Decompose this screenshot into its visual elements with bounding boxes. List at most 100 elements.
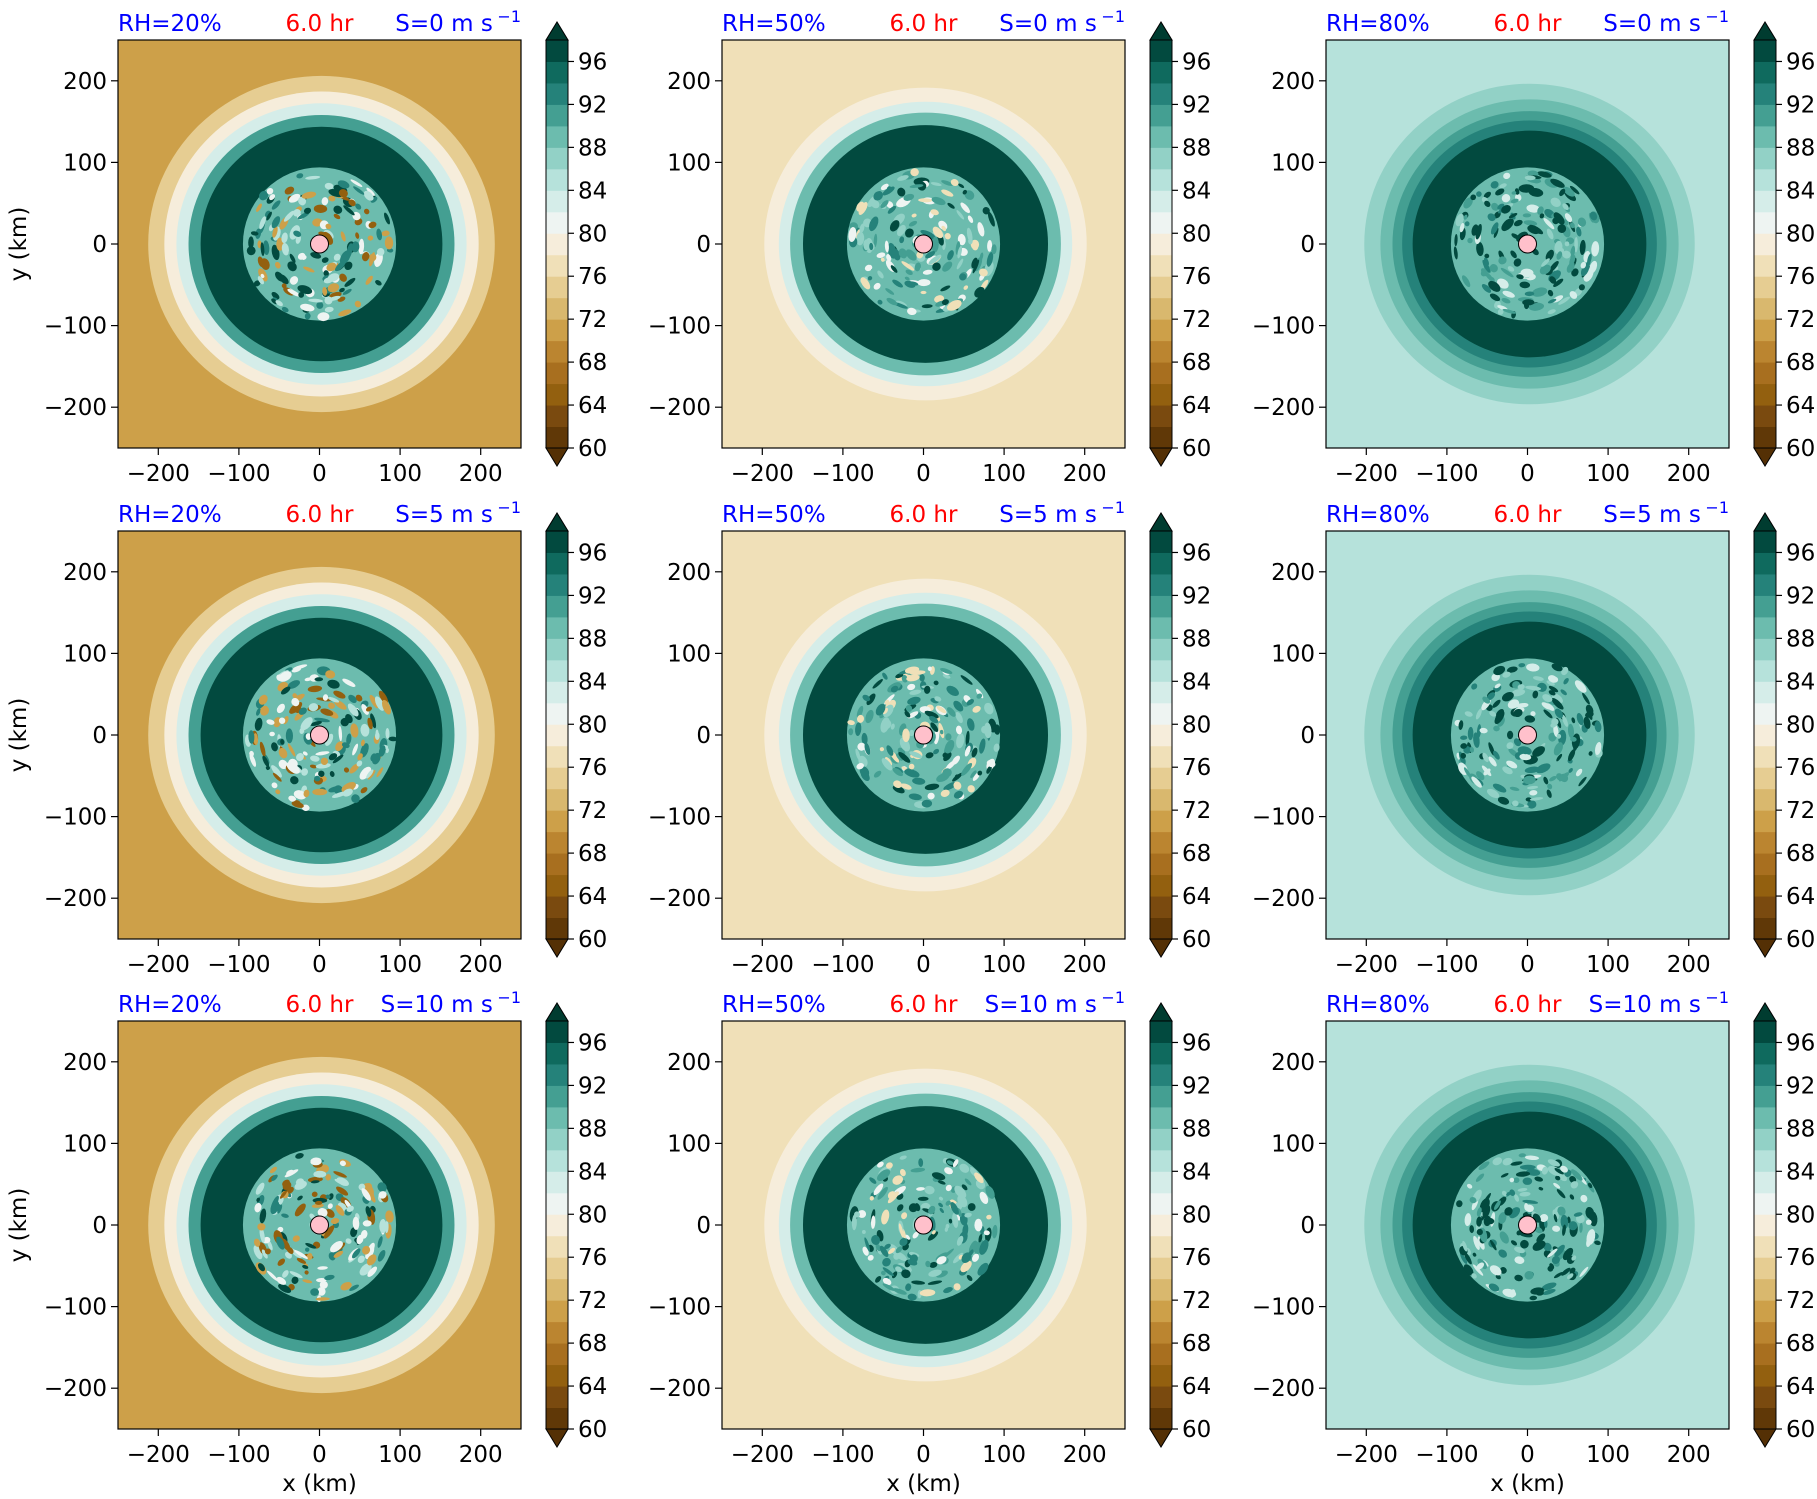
colorbar-segment (1754, 362, 1776, 385)
core-speckle (1493, 750, 1500, 760)
colorbar-frame (1149, 39, 1173, 449)
core-speckle (287, 743, 296, 757)
core-speckle (905, 704, 913, 712)
core-speckle (1562, 1247, 1574, 1261)
colorbar-tick-label: 60 (1182, 927, 1211, 953)
core-speckle (1553, 724, 1559, 738)
core-speckle (1589, 260, 1598, 274)
core-speckle (956, 733, 965, 749)
core-speckle (972, 259, 980, 274)
core-speckle (1463, 1264, 1474, 1276)
core-speckle (1554, 1244, 1565, 1257)
colorbar-segment (1150, 896, 1172, 919)
core-speckle (296, 753, 304, 761)
core-speckle (357, 1255, 365, 1264)
core-speckle (957, 233, 966, 246)
core-speckle (1576, 226, 1582, 237)
colorbar-segment (1754, 531, 1776, 553)
core-speckle (911, 213, 917, 218)
core-speckle (370, 713, 377, 729)
core-speckle (363, 190, 374, 201)
colorbar-segment (1150, 659, 1172, 682)
title-rh: RH=20% (118, 11, 222, 37)
core-speckle (1575, 768, 1583, 777)
colorbar-segment (546, 702, 568, 725)
core-speckle (877, 270, 884, 279)
core-speckle (879, 747, 884, 752)
colorbar-segment (546, 1106, 568, 1129)
colorbar-tick-label: 76 (1182, 264, 1211, 290)
core-speckle (848, 227, 857, 242)
core-speckle (903, 193, 915, 201)
core-speckle (986, 252, 994, 267)
core-speckle (367, 1266, 378, 1277)
x-tick-label: 0 (1520, 952, 1535, 978)
core-speckle (944, 1167, 953, 1175)
colorbar-tick-label: 96 (1182, 49, 1211, 75)
core-speckle (386, 248, 394, 253)
core-speckle (916, 1187, 925, 1191)
y-tick-label: 0 (696, 1213, 711, 1239)
core-speckle (333, 785, 343, 795)
core-speckle (964, 745, 971, 757)
core-speckle (1485, 1217, 1495, 1225)
title-time: 6.0 hr (286, 502, 354, 528)
y-tick-label: −200 (1252, 886, 1315, 912)
core-speckle (289, 1271, 303, 1279)
core-speckle (1547, 1159, 1560, 1167)
core-speckle (385, 728, 390, 739)
core-speckle (1484, 200, 1491, 208)
core-speckle (1493, 227, 1499, 238)
title-time: 6.0 hr (286, 11, 354, 37)
colorbar-tick-label: 92 (1786, 1073, 1815, 1099)
core-speckle (378, 1191, 387, 1199)
core-speckle (288, 795, 297, 802)
core-speckle (298, 291, 305, 298)
x-tick-label: 200 (459, 952, 503, 978)
core-speckle (365, 706, 373, 712)
core-speckle (873, 282, 881, 290)
core-speckle (1482, 752, 1489, 763)
colorbar-tick-label: 96 (1182, 1030, 1211, 1056)
core-speckle (922, 269, 933, 275)
core-speckle (293, 209, 301, 217)
core-speckle (355, 232, 360, 239)
colorbar-frame (1753, 39, 1777, 449)
core-speckle (346, 733, 352, 745)
core-speckle (882, 1257, 891, 1267)
core-speckle (257, 1263, 266, 1272)
core-speckle (332, 754, 344, 764)
core-speckle (906, 674, 920, 682)
core-speckle (1591, 241, 1600, 257)
y-tick-label: 0 (92, 232, 107, 258)
core-speckle (869, 1196, 874, 1201)
colorbar-segment (546, 383, 568, 406)
colorbar-extend-max (1753, 512, 1777, 532)
core-speckle (1548, 732, 1557, 742)
y-tick-label: 100 (667, 1131, 711, 1157)
colorbar-segment (1150, 82, 1172, 105)
core-speckle (956, 258, 964, 270)
core-speckle (284, 186, 295, 195)
colorbar-segment (1150, 1085, 1172, 1108)
y-tick-label: −100 (1252, 1295, 1315, 1321)
core-speckle (961, 1184, 968, 1191)
core-speckle (1467, 726, 1474, 741)
colorbar-tick-label: 92 (1182, 1073, 1211, 1099)
core-speckle (950, 178, 959, 187)
y-tick-label: 100 (1271, 1131, 1315, 1157)
core-speckle (1553, 1182, 1561, 1189)
core-speckle (346, 243, 353, 259)
colorbar-tick-label: 72 (578, 798, 607, 824)
core-speckle (1553, 278, 1564, 287)
x-tick-label: 0 (312, 461, 327, 487)
core-speckle (1522, 299, 1535, 306)
colorbar-extend-max (545, 21, 569, 41)
core-speckle (266, 719, 275, 725)
colorbar-segment (1150, 297, 1172, 320)
core-speckle (1511, 689, 1526, 697)
core-speckle (940, 285, 951, 292)
core-speckle (1558, 296, 1570, 305)
core-speckle (934, 696, 942, 702)
x-tick-label: −100 (811, 1442, 874, 1468)
